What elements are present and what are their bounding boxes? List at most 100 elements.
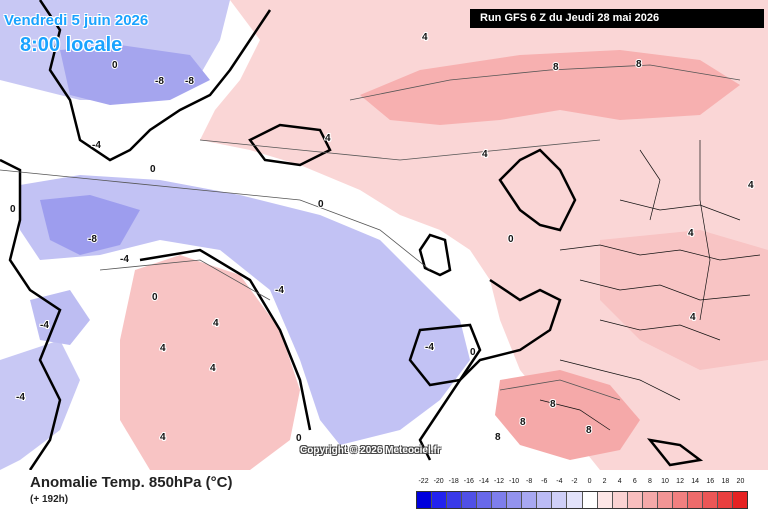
legend-tick-label: 0 [587,478,592,485]
contour-label: 8 [586,425,592,436]
legend-swatch [627,492,643,508]
legend-swatch [477,492,493,508]
contour-labels: 0 -4 -8 -8 -8 0 0 -4 -4 -4 4 4 4 4 4 4 4… [9,31,755,445]
legend-swatch [597,492,613,508]
cold-zone-atlantic-strong [40,195,140,255]
contour-label: 8 [553,62,559,73]
forecast-time: 8:00 locale [20,34,123,56]
anomaly-map: 0 -4 -8 -8 -8 0 0 -4 -4 -4 4 4 4 4 4 4 4… [0,0,768,470]
iberia-coast [408,323,482,387]
footer-bar: Anomalie Temp. 850hPa (°C) (+ 192h) -22-… [0,470,768,512]
scandinavia-coast [498,148,577,232]
contour-label: -8 [88,234,97,245]
contour-label: 8 [495,432,501,443]
contour-label: 0 [10,204,16,215]
contour-label: -4 [275,285,284,296]
legend-swatch [717,492,733,508]
contour-label: 4 [482,149,488,160]
legend-tick-label: -12 [493,478,505,485]
mediterranean-coast [646,438,704,467]
legend-swatch [702,492,718,508]
legend-tick-label: 20 [736,478,745,485]
legend-swatch [612,492,628,508]
contour-label: 4 [210,363,216,374]
contour-label: -4 [120,254,129,265]
contour-label: -4 [40,320,49,331]
legend-tick-label: 14 [691,478,700,485]
legend-labels: -22 -20 -18 -16 -14 -12 -10 -8 -6 -4 -2 0 2 4 6 8 10 12 14… [416,478,748,490]
legend-swatch [582,492,598,508]
contour-label: 4 [748,180,754,191]
cold-zone-arctic-strong [60,45,210,105]
legend-tick-label: -10 [509,478,520,485]
contour-label: 4 [325,133,331,144]
map-canvas: 0 -4 -8 -8 -8 0 0 -4 -4 -4 4 4 4 4 4 4 4… [0,0,768,470]
contour-label: 4 [160,343,166,354]
cold-zone-west [30,290,90,345]
country-borders [539,140,761,431]
warm-zone-north-strong [360,50,740,125]
contour-label: 0 [296,433,302,444]
legend-swatch [657,492,673,508]
contour-lines [0,64,741,401]
legend-tick-label: -14 [478,478,489,485]
greenland-coast [38,0,272,162]
forecast-date: Vendredi 5 juin 2026 [4,12,149,29]
legend-tick-label: 2 [602,478,607,485]
contour-label: 8 [550,399,556,410]
legend-tick-label: 10 [661,478,669,485]
contour-label: -4 [92,140,101,151]
legend-swatch [672,492,688,508]
legend-swatch [417,492,433,508]
cold-zone-atlantic [20,175,470,445]
contour-label: -4 [425,342,434,353]
legend-tick-label: 16 [706,478,715,485]
forecast-offset: (+ 192h) [30,494,69,505]
legend-swatch [432,492,448,508]
legend-tick-label: -18 [448,478,459,485]
legend-swatch [507,492,523,508]
cold-zone-southwest [0,340,80,470]
contour-label: 4 [688,228,694,239]
contour-label: 4 [690,312,696,323]
contour-label: -8 [185,76,194,87]
contour-label: 8 [636,59,642,70]
color-legend: -22 -20 -18 -16 -14 -12 -10 -8 -6 -4 -2 0 2 4 6 8 10 12 14… [416,478,748,510]
ridge-line [139,248,312,431]
contour-label: 0 [152,292,158,303]
legend-swatch [447,492,463,508]
contour-label: 0 [318,199,324,210]
legend-tick-label: -16 [463,478,474,485]
iceland-coast [248,123,332,167]
legend-tick-label: 18 [721,478,730,485]
map-title: Anomalie Temp. 850hPa (°C) [30,474,233,491]
legend-tick-label: -22 [418,478,429,485]
legend-tick-label: -4 [556,478,563,485]
warm-zone-east [600,230,768,370]
contour-label: 0 [470,347,476,358]
copyright-watermark: Copyright © 2026 Meteociel.fr [300,445,441,456]
legend-swatch [462,492,478,508]
legend-swatch [642,492,658,508]
legend-swatch [567,492,583,508]
europe-coast [418,278,562,461]
contour-label: 8 [520,417,526,428]
legend-swatch [492,492,508,508]
legend-tick-label: -20 [433,478,444,485]
warm-zone-atlantic [120,255,300,470]
contour-label: 4 [213,318,219,329]
contour-label: 0 [112,60,118,71]
legend-tick-label: -2 [571,478,578,485]
north-america-coast [0,158,62,470]
legend-swatch [732,492,748,508]
legend-swatch [537,492,553,508]
contour-label: 0 [508,234,514,245]
legend-tick-label: 8 [647,478,652,485]
contour-label: 4 [422,32,428,43]
contour-label: -4 [16,392,25,403]
legend-swatch [687,492,703,508]
legend-swatch [552,492,568,508]
contour-label: 4 [160,432,166,443]
legend-tick-label: -8 [526,478,533,485]
